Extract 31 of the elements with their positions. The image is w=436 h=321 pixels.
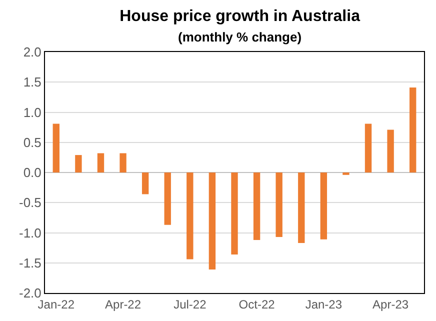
- y-tick-label: 2.0: [23, 44, 42, 60]
- bar: [164, 172, 171, 225]
- bar: [364, 124, 372, 172]
- bar: [120, 153, 126, 172]
- y-tick-label: -1.5: [18, 255, 42, 270]
- bar: [387, 130, 394, 172]
- bar: [75, 155, 82, 172]
- x-tick-label: Apr-22: [105, 297, 142, 312]
- bar: [231, 172, 238, 254]
- bar: [97, 153, 104, 172]
- y-tick-label: 0.5: [23, 134, 42, 150]
- bar: [410, 88, 416, 172]
- bar: [208, 172, 216, 270]
- chart-subtitle: (monthly % change): [178, 30, 302, 45]
- x-tick-label: Apr-23: [372, 297, 409, 312]
- bar: [276, 172, 282, 237]
- y-tick-label: 1.5: [23, 74, 42, 90]
- x-tick-label: Jan-23: [305, 297, 342, 312]
- bar: [253, 172, 260, 240]
- bar: [298, 172, 305, 243]
- bar: [142, 172, 149, 194]
- bar: [52, 124, 60, 172]
- y-tick-label: -1.0: [18, 225, 42, 240]
- y-tick-label: 0.0: [23, 165, 42, 180]
- chart-title: House price growth in Australia: [120, 8, 360, 25]
- bar: [186, 172, 194, 260]
- y-tick-label: -0.5: [18, 195, 42, 210]
- x-tick-label: Jul-22: [174, 297, 207, 312]
- y-tick-label: 1.0: [23, 104, 42, 120]
- x-tick-label: Oct-22: [238, 297, 276, 312]
- bar: [320, 172, 328, 240]
